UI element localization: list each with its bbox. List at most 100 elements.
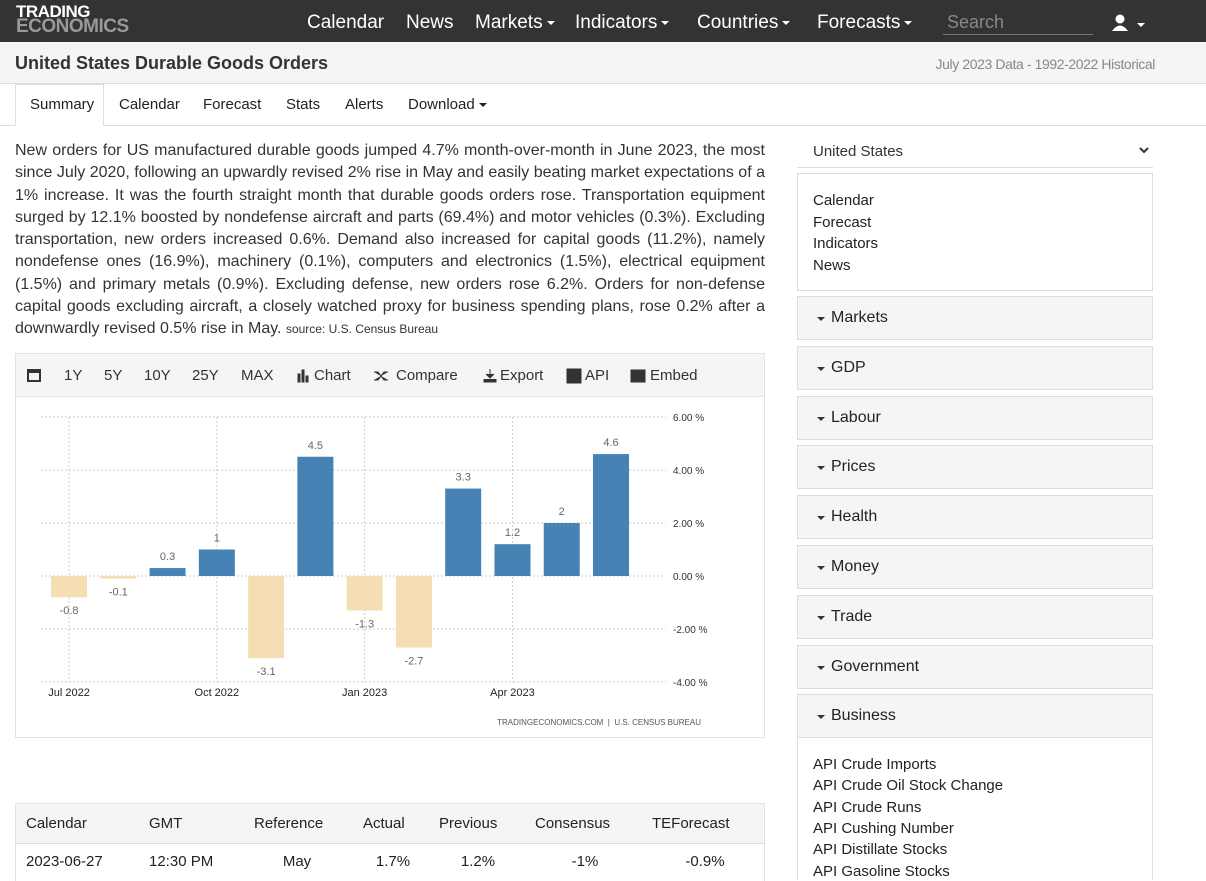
value-label: -1.3 bbox=[355, 618, 374, 630]
toolbar-item[interactable]: MAX bbox=[241, 367, 274, 384]
value-label: 2 bbox=[559, 506, 565, 518]
sidebar-section[interactable]: Government bbox=[797, 644, 1153, 689]
value-label: 1.2 bbox=[505, 527, 520, 539]
toolbar-item[interactable]: Embed bbox=[650, 367, 698, 384]
section-caret bbox=[817, 466, 825, 471]
section-label: Prices bbox=[831, 458, 876, 476]
tab[interactable]: Calendar bbox=[119, 96, 180, 113]
section-label: Money bbox=[831, 558, 880, 575]
value-label: 4.6 bbox=[603, 437, 618, 449]
x-tick-label: Jan 2023 bbox=[342, 687, 387, 699]
nav-link[interactable]: Forecasts bbox=[817, 12, 912, 34]
section-label: Government bbox=[831, 657, 920, 675]
user-icon-body bbox=[1112, 25, 1128, 31]
tab[interactable]: Forecast bbox=[203, 96, 262, 113]
tab[interactable]: Download bbox=[408, 96, 487, 113]
select-value: United States bbox=[813, 143, 904, 160]
sidebar-section[interactable]: GDP bbox=[797, 345, 1153, 390]
value-label: 3.3 bbox=[456, 472, 471, 484]
user-icon-head bbox=[1115, 14, 1125, 24]
toolbar-item[interactable]: 25Y bbox=[192, 367, 219, 384]
bar bbox=[149, 568, 186, 576]
nav-link[interactable]: Indicators bbox=[575, 12, 669, 34]
business-item[interactable]: API Cushing Number bbox=[813, 819, 954, 837]
tab[interactable]: Alerts bbox=[345, 96, 384, 113]
tab[interactable]: Summary bbox=[30, 96, 95, 113]
y-tick-label: 0.00 % bbox=[673, 572, 704, 583]
toolbar-item[interactable]: Chart bbox=[314, 367, 351, 384]
table-cell[interactable]: 2023-06-27 bbox=[26, 853, 103, 870]
sidebar-section[interactable]: Markets bbox=[797, 296, 1153, 340]
calendar-table: Calendar GMT Reference Actual Previous Consen… bbox=[15, 803, 765, 881]
table-header-cell: Consensus bbox=[535, 815, 611, 832]
bar bbox=[297, 456, 334, 576]
sidebar-section[interactable]: Health bbox=[797, 495, 1153, 540]
table-cell: -0.9% bbox=[685, 853, 725, 870]
calendar-icon[interactable] bbox=[26, 367, 42, 383]
section-caret bbox=[817, 317, 825, 321]
sidebar-section[interactable]: Business bbox=[797, 694, 1153, 739]
table-header-cell: Reference bbox=[254, 815, 324, 832]
section-label: GDP bbox=[831, 358, 866, 376]
summary-source: source: U.S. Census Bureau bbox=[285, 322, 439, 337]
title-bar: United States Durable Goods Orders July … bbox=[0, 42, 1206, 84]
business-item[interactable]: API Crude Imports bbox=[813, 756, 937, 773]
toolbar-item[interactable]: API bbox=[585, 367, 610, 384]
logo-top: TRADING bbox=[16, 2, 90, 21]
sidebar-section[interactable]: Prices bbox=[797, 445, 1153, 490]
sidebar-link[interactable]: Calendar bbox=[813, 192, 874, 209]
tab[interactable]: Stats bbox=[286, 96, 321, 113]
section-label: Markets bbox=[831, 309, 888, 326]
icon-shape bbox=[483, 369, 497, 383]
toolbar-item[interactable]: 10Y bbox=[144, 367, 171, 384]
calendar-icon-face bbox=[29, 373, 39, 380]
table-header-cell: TEForecast bbox=[652, 815, 730, 832]
sidebar-links: Calendar Forecast Indicators News bbox=[797, 173, 1153, 291]
bar bbox=[445, 488, 482, 576]
table-header-cell: GMT bbox=[149, 815, 183, 832]
active-tab-box bbox=[15, 84, 104, 126]
section-caret bbox=[817, 665, 825, 670]
nav-link[interactable]: Countries bbox=[697, 12, 790, 34]
business-item[interactable]: API Crude Runs bbox=[813, 798, 922, 816]
user-menu[interactable] bbox=[1112, 14, 1146, 32]
search-box[interactable]: Search bbox=[943, 8, 1093, 35]
table-header bbox=[16, 804, 764, 844]
business-item[interactable]: API Crude Oil Stock Change bbox=[813, 777, 1004, 795]
business-list: API Crude Imports API Crude Oil Stock Cha… bbox=[797, 738, 1153, 880]
section-label: Labour bbox=[831, 408, 881, 426]
sidebar-section[interactable]: Money bbox=[797, 545, 1153, 589]
country-select[interactable]: United States bbox=[797, 135, 1153, 168]
sidebar-section[interactable]: Labour bbox=[797, 395, 1153, 440]
summary: New orders for US manufactured durable g… bbox=[15, 140, 765, 341]
toolbar-item[interactable]: 1Y bbox=[64, 367, 83, 384]
sidebar-section[interactable]: Trade bbox=[797, 594, 1153, 639]
business-item[interactable]: API Distillate Stocks bbox=[813, 841, 948, 859]
user-caret bbox=[1137, 23, 1145, 27]
chart: -4.00 % -2.00 % 0.00 % 2.00 % 4.00 % 6.00 % Ju… bbox=[41, 413, 708, 727]
toolbar-item[interactable]: Export bbox=[500, 367, 544, 384]
sidebar-link[interactable]: Forecast bbox=[813, 213, 872, 231]
toolbar-item[interactable]: 5Y bbox=[104, 367, 123, 384]
nav-link[interactable]: News bbox=[406, 12, 454, 33]
value-label: -0.1 bbox=[109, 587, 128, 599]
y-tick-label: 6.00 % bbox=[673, 413, 704, 424]
toolbar-icon bbox=[374, 371, 388, 381]
nav-link[interactable]: Markets bbox=[475, 12, 555, 34]
summary-text: New orders for US manufactured durable g… bbox=[15, 142, 765, 338]
value-label: -0.8 bbox=[60, 605, 79, 617]
sidebar-link[interactable]: Indicators bbox=[813, 235, 879, 252]
bar bbox=[51, 576, 88, 598]
page-subtitle: July 2023 Data - 1992-2022 Historical bbox=[935, 56, 1156, 72]
y-tick-label: 4.00 % bbox=[673, 466, 704, 477]
business-item[interactable]: API Gasoline Stocks bbox=[813, 862, 950, 880]
tab-bar: Summary Calendar Forecast Stats Alerts Downlo… bbox=[0, 84, 1206, 126]
toolbar-item[interactable]: Compare bbox=[396, 367, 458, 384]
x-tick-label: Apr 2023 bbox=[490, 687, 535, 699]
nav-link[interactable]: Calendar bbox=[307, 12, 385, 33]
logo[interactable]: TRADING ECONOMICS bbox=[16, 2, 129, 36]
bar bbox=[593, 454, 630, 576]
table-header-cell: Actual bbox=[363, 815, 405, 832]
sidebar-link[interactable]: News bbox=[813, 256, 851, 274]
section-label: Business bbox=[831, 707, 896, 725]
